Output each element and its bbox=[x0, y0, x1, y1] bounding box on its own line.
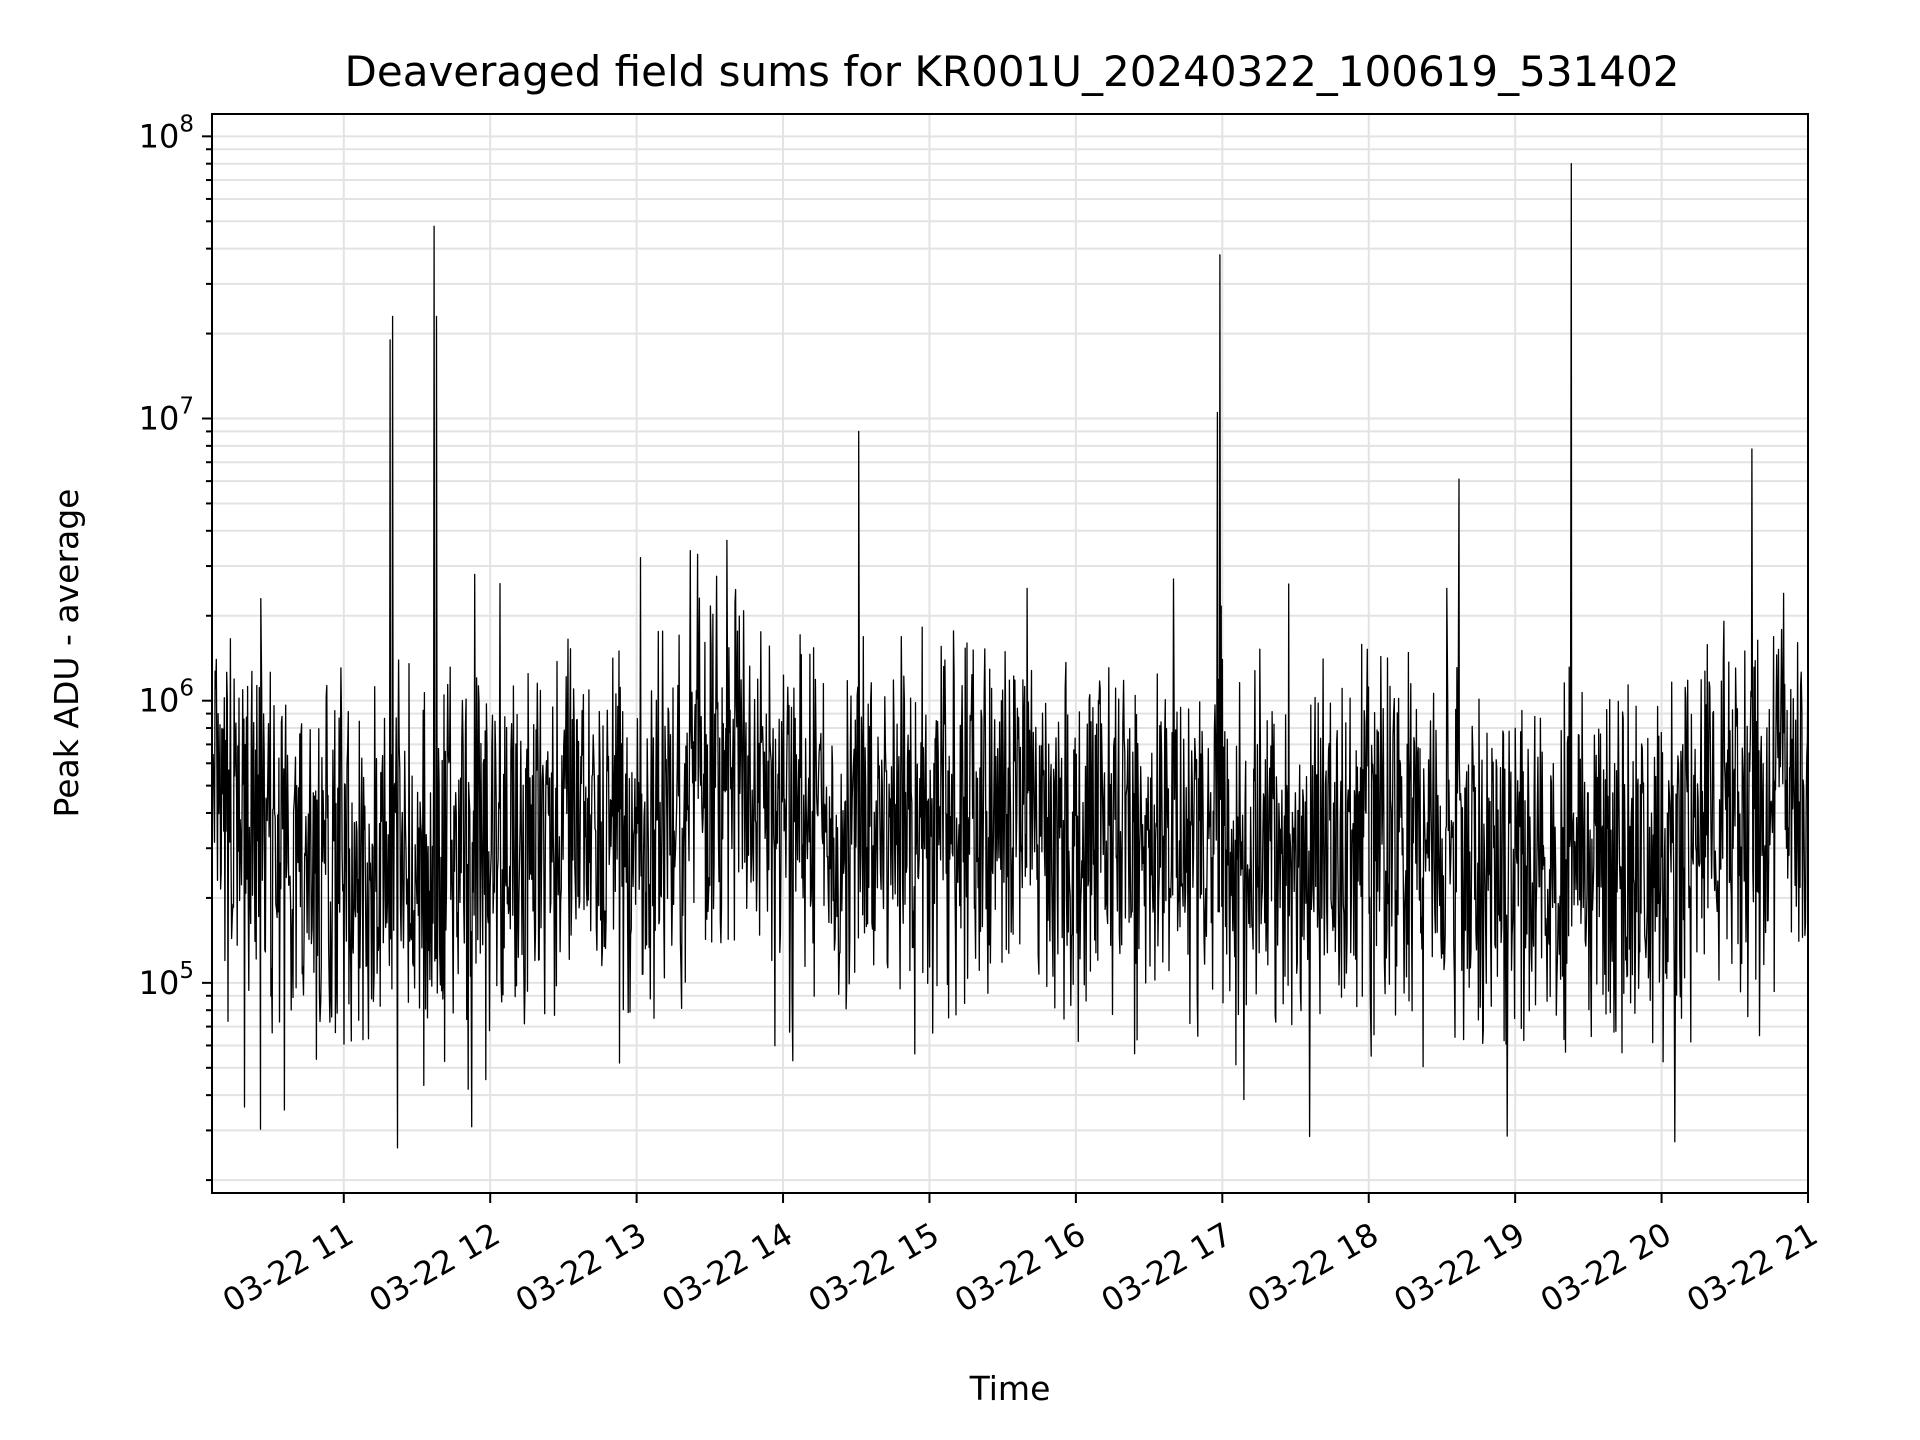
plot-frame bbox=[211, 113, 1809, 1194]
series-line bbox=[211, 163, 1809, 1149]
y-tick-label: 105 bbox=[139, 958, 194, 1002]
y-tick-label: 108 bbox=[139, 111, 194, 155]
y-axis: 105 106 107 108 bbox=[139, 111, 212, 1182]
y-tick-label: 106 bbox=[139, 676, 194, 720]
chart-title: Deaveraged field sums for KR001U_2024032… bbox=[345, 47, 1680, 96]
series-layer bbox=[211, 163, 1809, 1149]
y-axis-label: Peak ADU - average bbox=[47, 489, 86, 818]
y-tick-label: 107 bbox=[139, 394, 194, 438]
x-axis-label: Time bbox=[969, 1369, 1051, 1408]
